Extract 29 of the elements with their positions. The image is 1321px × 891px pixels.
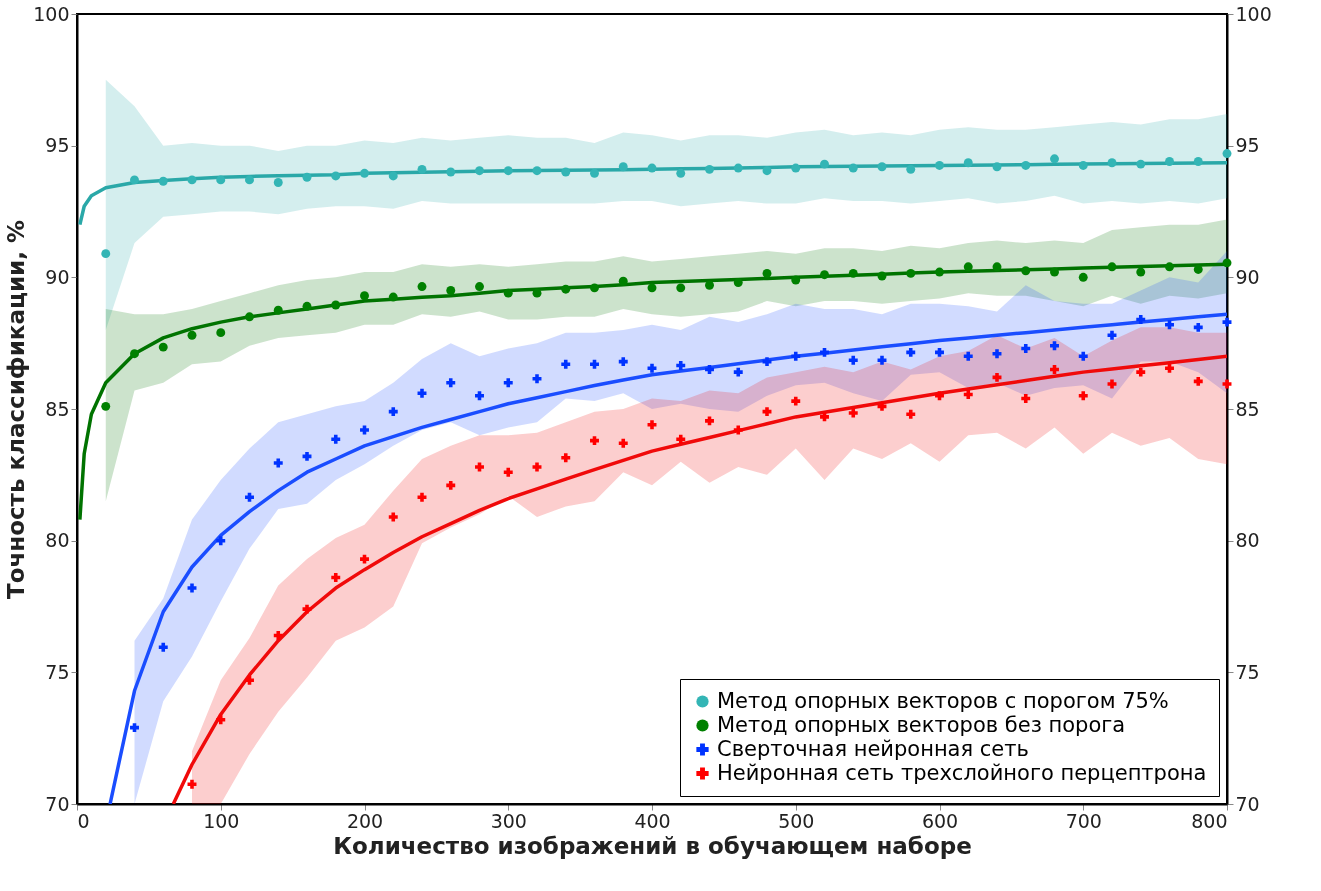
y-tick-label: 70 [45, 792, 70, 815]
legend-label: Нейронная сеть трехслойного перцептрона [717, 760, 1207, 785]
y2-tick-label: 70 [1235, 792, 1260, 815]
x-tick-label: 500 [778, 809, 815, 832]
y2-tick-label: 80 [1235, 529, 1260, 552]
x-tick-label: 0 [77, 809, 90, 832]
legend-label: Метод опорных векторов без порога [717, 712, 1126, 737]
x-tick-label: 800 [1191, 809, 1228, 832]
x-tick-label: 300 [490, 809, 527, 832]
x-tick-label: 100 [203, 809, 240, 832]
y-tick-label: 95 [45, 134, 70, 157]
y-tick-label: 75 [45, 660, 70, 683]
y-tick-label: 100 [33, 2, 70, 25]
x-axis-title: Количество изображений в обучающем наборе [333, 832, 972, 859]
x-tick-label: 400 [634, 809, 671, 832]
legend-label: Сверточная нейронная сеть [717, 736, 1029, 761]
x-tick-label: 700 [1065, 809, 1102, 832]
y-tick-label: 85 [45, 397, 70, 420]
y-tick-label: 80 [45, 529, 70, 552]
y-axis-title: Точность классификации, % [3, 220, 30, 599]
x-tick-label: 200 [346, 809, 384, 832]
y2-tick-label: 100 [1235, 2, 1272, 25]
y2-tick-label: 75 [1235, 660, 1260, 683]
y-tick-label: 90 [45, 265, 70, 288]
legend-label: Метод опорных векторов с порогом 75% [717, 688, 1169, 713]
y2-tick-label: 85 [1235, 397, 1260, 420]
y2-tick-label: 95 [1235, 134, 1260, 157]
x-tick-label: 600 [921, 809, 959, 832]
y2-tick-label: 90 [1235, 265, 1260, 288]
